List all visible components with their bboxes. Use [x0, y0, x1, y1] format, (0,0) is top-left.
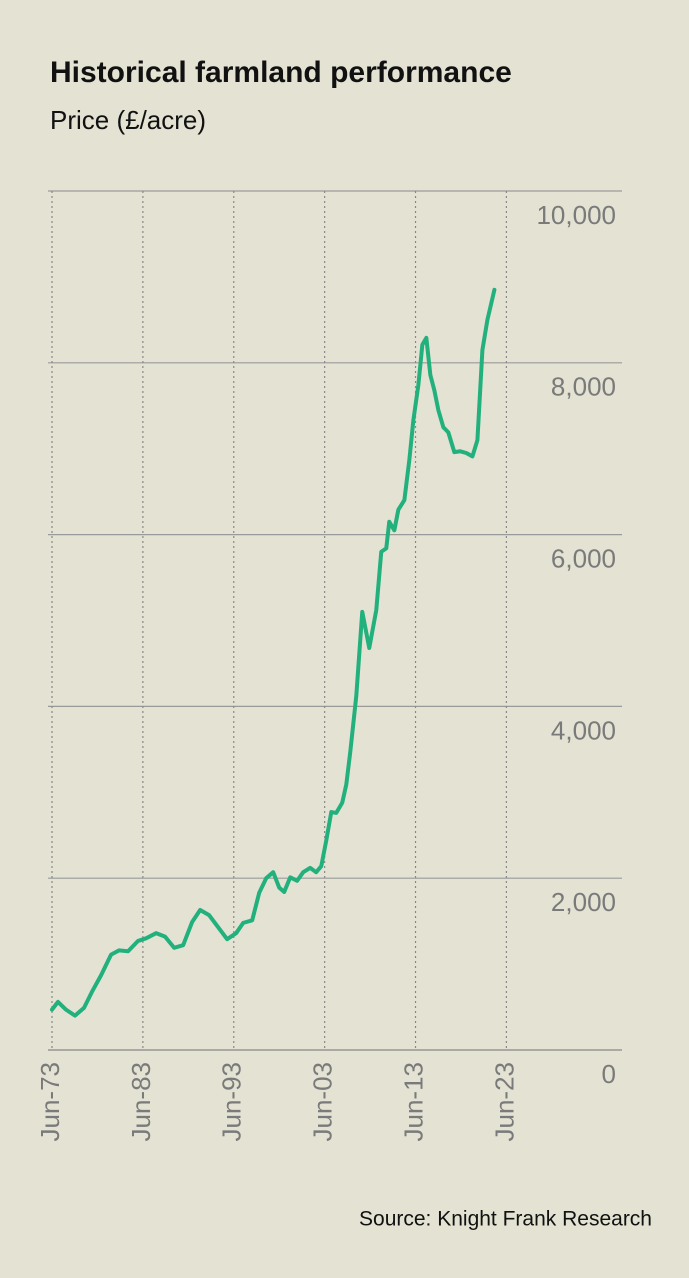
y-tick-label: 4,000 [551, 715, 616, 745]
y-tick-label: 0 [602, 1059, 616, 1089]
y-tick-label: 2,000 [551, 887, 616, 917]
x-tick-label: Jun-93 [217, 1062, 247, 1142]
y-tick-label: 8,000 [551, 372, 616, 402]
x-tick-label: Jun-23 [489, 1062, 519, 1142]
x-tick-label: Jun-83 [126, 1062, 156, 1142]
price-line [50, 287, 497, 1018]
source: Source: Knight Frank Research [359, 1208, 652, 1231]
x-tick-label: Jun-13 [398, 1062, 428, 1142]
chart-subtitle: Price (£/acre) [50, 105, 206, 135]
y-tick-label: 6,000 [551, 543, 616, 573]
x-tick-label: Jun-03 [308, 1062, 338, 1142]
chart-title: Historical farmland performance [50, 56, 512, 89]
y-tick-label: 10,000 [536, 200, 616, 230]
x-tick-label: Jun-73 [35, 1062, 65, 1142]
